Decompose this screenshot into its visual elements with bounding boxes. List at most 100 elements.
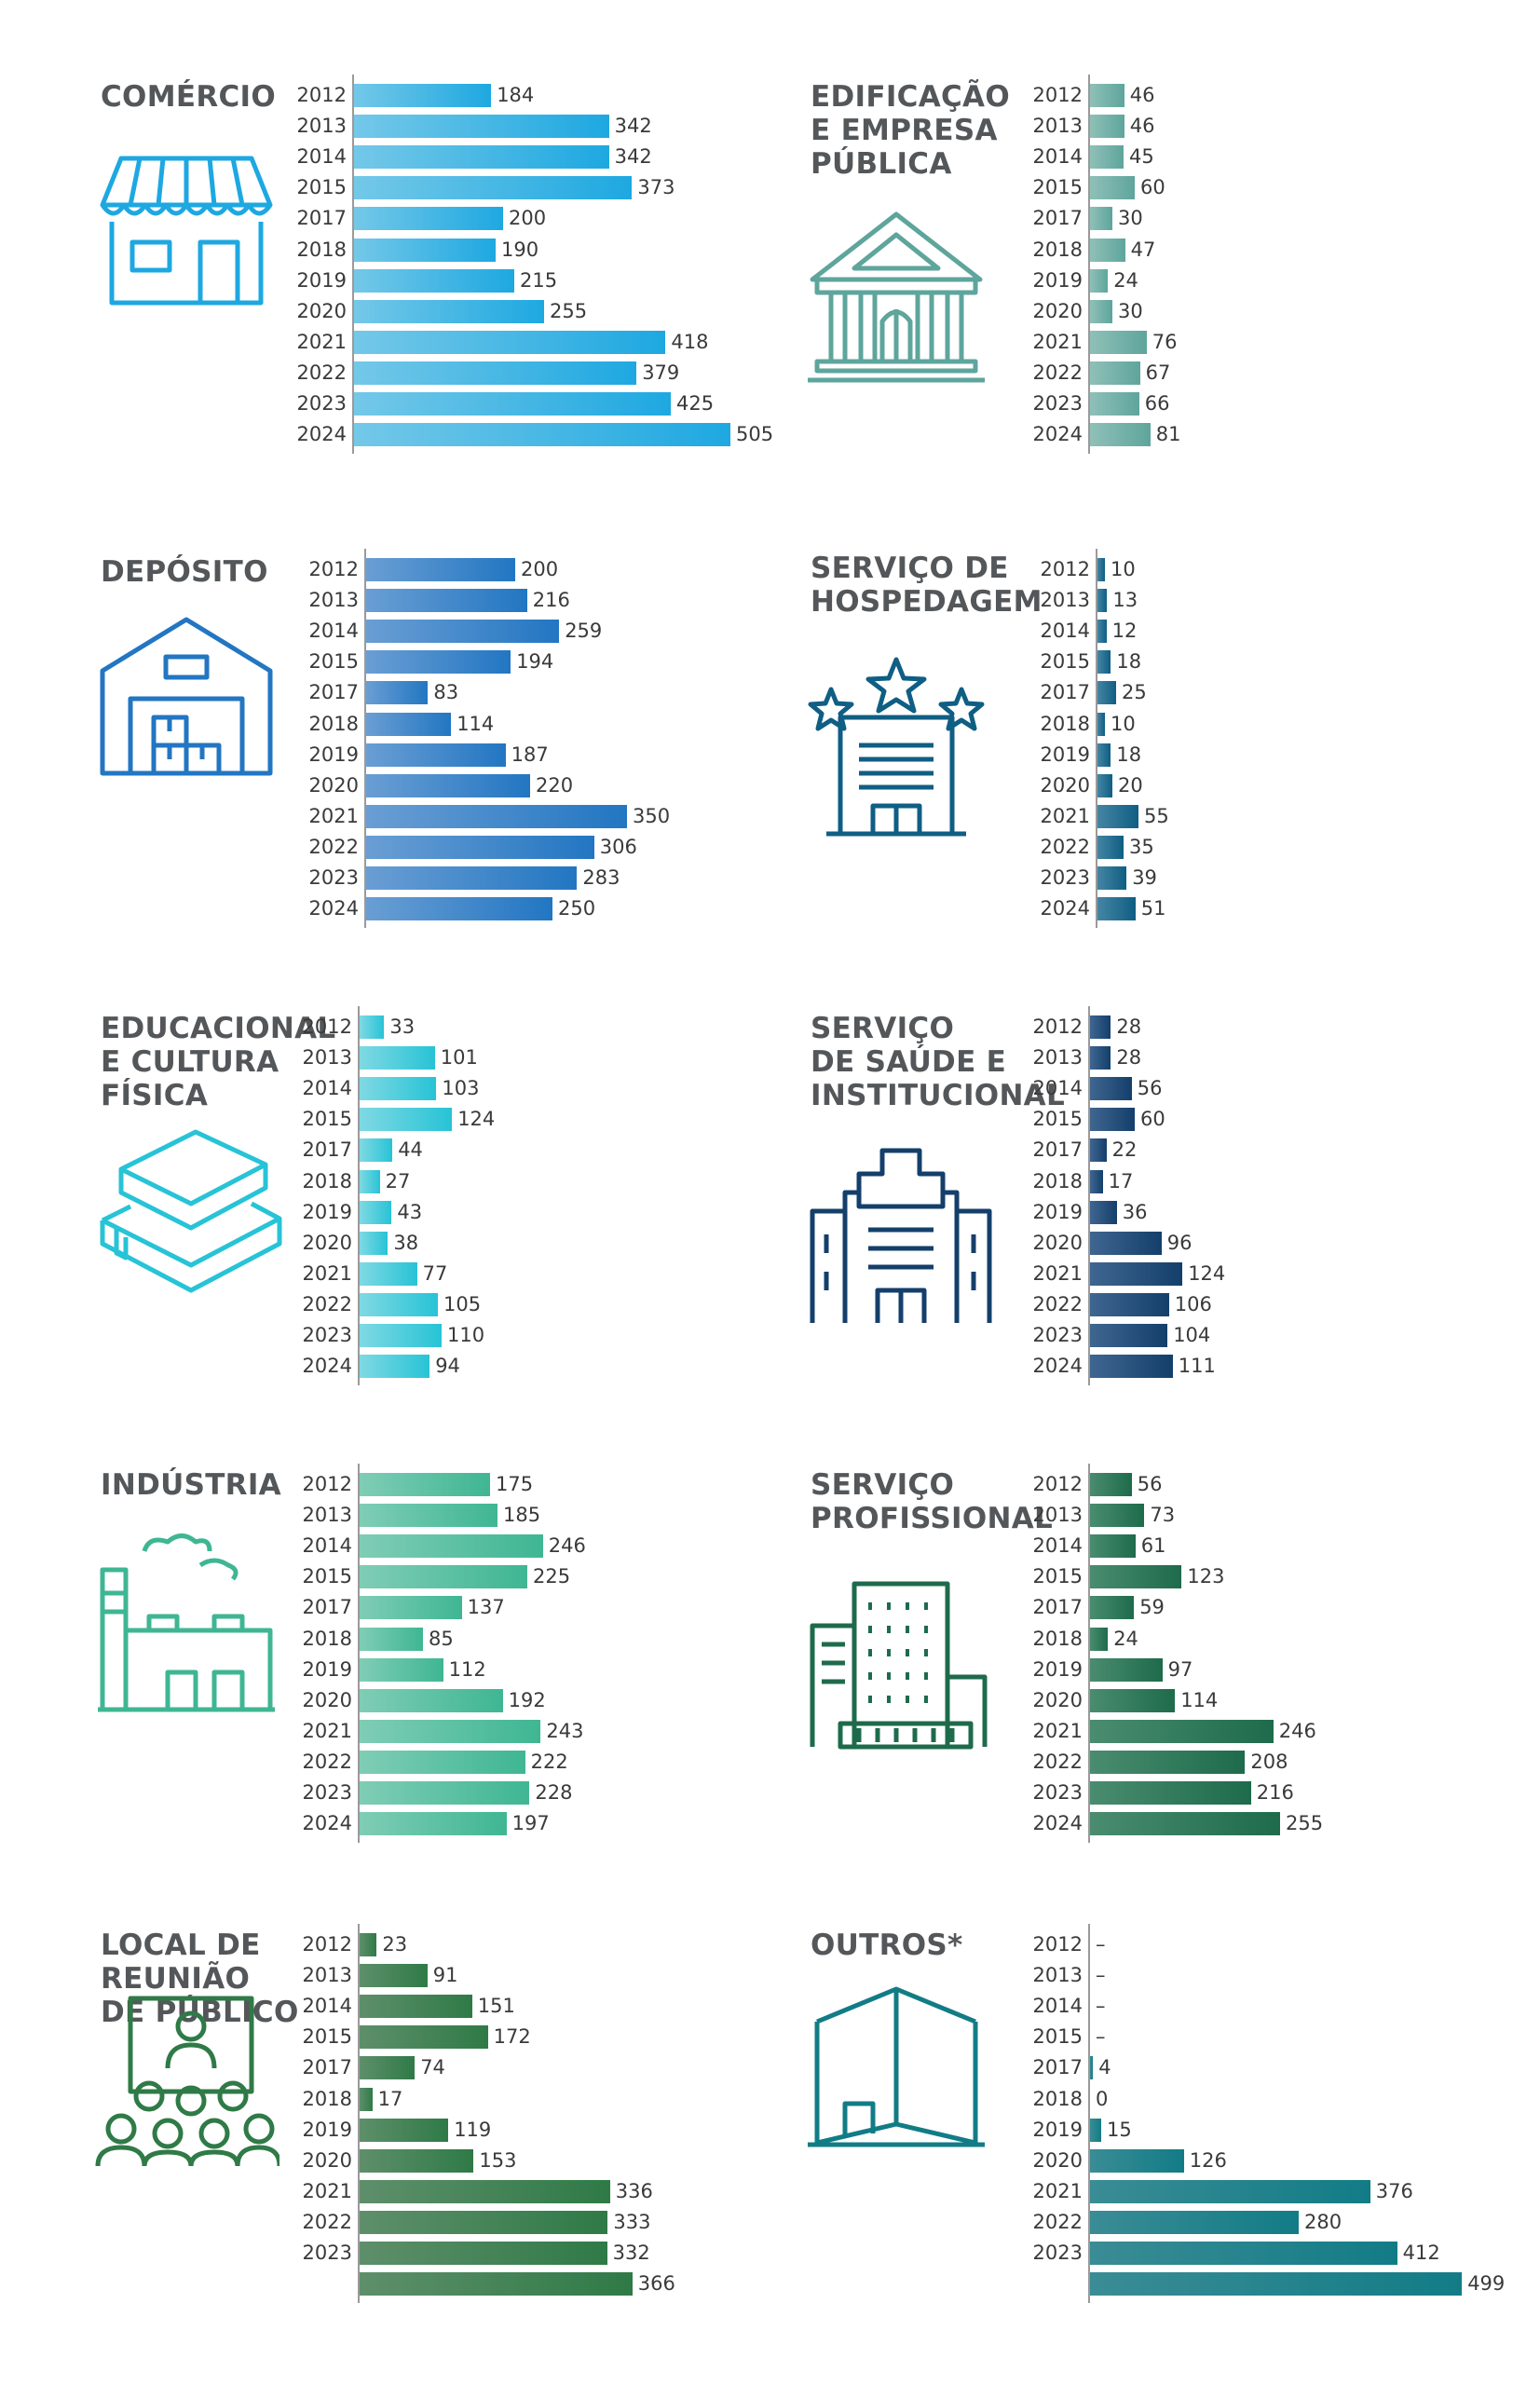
year-label: 2024 bbox=[1032, 423, 1083, 446]
bar bbox=[1097, 712, 1105, 736]
chart-title: EDIFICAÇÃO E EMPRESA PÚBLICA bbox=[811, 80, 1010, 181]
chart-title-line: INDÚSTRIA bbox=[101, 1468, 281, 1502]
value-label: 101 bbox=[440, 1046, 478, 1070]
bar bbox=[1090, 1657, 1163, 1682]
value-label: 112 bbox=[448, 1657, 486, 1681]
bar bbox=[1097, 773, 1112, 797]
bar bbox=[360, 1627, 423, 1651]
bar bbox=[1090, 145, 1124, 170]
chart-title-line: PÚBLICA bbox=[811, 147, 952, 181]
bar bbox=[1090, 84, 1124, 107]
bar bbox=[1090, 330, 1147, 354]
value-label: 110 bbox=[447, 1324, 485, 1346]
bar bbox=[1090, 1565, 1182, 1589]
year-label: 2022 bbox=[296, 361, 347, 384]
chart-axis bbox=[1088, 75, 1090, 455]
office-building-icon bbox=[803, 1574, 989, 1765]
bar bbox=[354, 268, 514, 293]
bar bbox=[360, 1200, 392, 1224]
value-label: 23 bbox=[382, 1933, 408, 1956]
value-label: 4 bbox=[1098, 2056, 1111, 2079]
year-label: 2020 bbox=[1032, 1231, 1083, 1254]
year-label: 2017 bbox=[1032, 1138, 1083, 1162]
year-label: 2018 bbox=[1032, 1169, 1083, 1192]
value-label: 33 bbox=[389, 1015, 416, 1038]
bar bbox=[366, 712, 452, 736]
bar bbox=[360, 1688, 503, 1712]
value-label: 175 bbox=[496, 1473, 534, 1495]
year-label: 2024 bbox=[1040, 897, 1090, 920]
year-label: 2021 bbox=[302, 2179, 352, 2202]
bar bbox=[1090, 1108, 1135, 1132]
value-label: 185 bbox=[503, 1504, 541, 1527]
value-label: 10 bbox=[1111, 712, 1136, 735]
value-label: 192 bbox=[508, 1688, 546, 1711]
bar bbox=[354, 176, 633, 200]
year-label: 2012 bbox=[1032, 1473, 1083, 1495]
value-label: 255 bbox=[550, 299, 588, 322]
value-label: 153 bbox=[479, 2148, 517, 2172]
year-label: 2015 bbox=[302, 2025, 352, 2049]
bar bbox=[1090, 1231, 1162, 1255]
year-label: 2017 bbox=[296, 207, 347, 230]
year-label: 2021 bbox=[1032, 330, 1083, 353]
bar bbox=[360, 1964, 428, 1988]
bar bbox=[354, 84, 492, 107]
year-label: 2013 bbox=[1040, 589, 1090, 612]
bar bbox=[1090, 2148, 1184, 2173]
chart-title: INDÚSTRIA bbox=[101, 1468, 281, 1502]
chart-title-line: OUTROS* bbox=[811, 1928, 963, 1962]
year-label: 2021 bbox=[1032, 2179, 1083, 2202]
bar bbox=[354, 238, 496, 262]
bar bbox=[354, 361, 637, 385]
year-label: 2017 bbox=[302, 2056, 352, 2079]
bar bbox=[1097, 650, 1111, 675]
value-label: 74 bbox=[420, 2056, 445, 2079]
year-label: 2017 bbox=[302, 1596, 352, 1619]
bar bbox=[1097, 897, 1136, 921]
year-label: 2013 bbox=[296, 115, 347, 138]
bar bbox=[360, 1231, 388, 1255]
bar bbox=[360, 1108, 453, 1132]
value-label: 60 bbox=[1140, 1108, 1165, 1131]
value-label: 114 bbox=[1180, 1688, 1219, 1711]
value-label: 250 bbox=[558, 897, 596, 920]
chart-axis bbox=[1096, 549, 1097, 929]
chart-axis bbox=[358, 1006, 360, 1386]
year-label: 2017 bbox=[1032, 1596, 1083, 1619]
year-label: 2012 bbox=[302, 1933, 352, 1956]
hotel-icon bbox=[803, 652, 989, 843]
year-label: 2024 bbox=[302, 1355, 352, 1378]
year-label: 2021 bbox=[1032, 1261, 1083, 1285]
value-label: – bbox=[1096, 1964, 1106, 1987]
value-label: 24 bbox=[1113, 268, 1138, 292]
bar bbox=[1090, 1473, 1132, 1496]
value-label: 30 bbox=[1118, 299, 1143, 322]
bar bbox=[1090, 1627, 1109, 1651]
year-label: 2019 bbox=[302, 1657, 352, 1681]
chart-title-line: SERVIÇO bbox=[811, 1012, 955, 1045]
year-label: 2023 bbox=[302, 2242, 352, 2264]
year-label: 2020 bbox=[1032, 1688, 1083, 1711]
bar bbox=[360, 2087, 373, 2111]
year-label: 2012 bbox=[302, 1015, 352, 1038]
year-label: 2021 bbox=[1032, 1719, 1083, 1742]
bar bbox=[360, 1534, 543, 1559]
bar bbox=[1090, 299, 1112, 323]
chart-title-line: HOSPEDAGEM bbox=[811, 585, 1043, 619]
value-label: 20 bbox=[1118, 773, 1143, 797]
value-label: 30 bbox=[1118, 207, 1143, 230]
bar bbox=[1090, 2272, 1463, 2296]
chart-title-line: COMÉRCIO bbox=[101, 80, 277, 114]
year-label: 2021 bbox=[302, 1719, 352, 1742]
bar bbox=[1090, 176, 1135, 200]
year-label: 2024 bbox=[1032, 1355, 1083, 1378]
year-label: 2014 bbox=[1032, 1995, 1083, 2018]
year-label: 2014 bbox=[308, 620, 359, 643]
year-label: 2015 bbox=[1032, 176, 1083, 199]
value-label: 15 bbox=[1107, 2118, 1132, 2141]
bar bbox=[360, 2056, 416, 2080]
value-label: 46 bbox=[1129, 115, 1155, 138]
value-label: 255 bbox=[1286, 1812, 1324, 1835]
bar bbox=[360, 1719, 541, 1743]
